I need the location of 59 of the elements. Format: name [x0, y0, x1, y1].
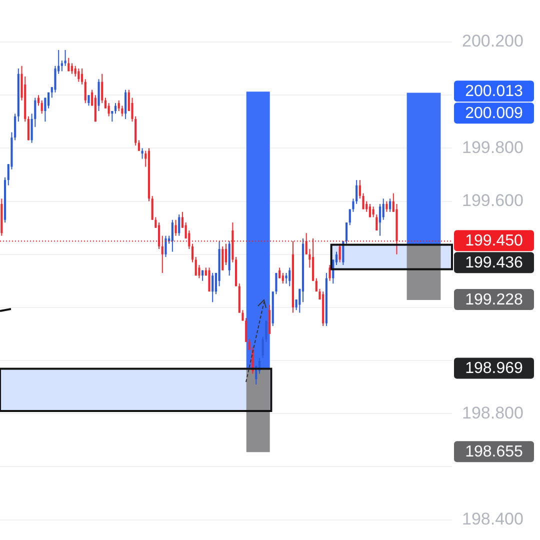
candlestick	[285, 272, 288, 284]
candlestick	[64, 49, 66, 66]
candlestick	[191, 243, 194, 263]
candlestick	[212, 272, 214, 303]
candlestick	[194, 256, 197, 276]
candlestick	[248, 338, 250, 350]
candlestick	[40, 100, 43, 114]
candlestick	[48, 92, 50, 109]
candlestick	[338, 243, 341, 263]
candlestick	[382, 198, 384, 220]
y-tick-label: 198.969	[465, 360, 524, 378]
ref-line-label: 199.450	[465, 232, 524, 250]
candlestick	[70, 62, 74, 74]
y-tick-label: 199.600	[462, 190, 524, 210]
candlestick	[282, 272, 284, 284]
candlestick	[378, 203, 382, 236]
candlestick	[60, 60, 63, 72]
candlestick	[288, 267, 291, 287]
candlestick	[345, 222, 348, 244]
candlestick	[80, 68, 84, 85]
band-label: 200.009	[465, 105, 524, 122]
candlestick	[208, 267, 210, 292]
candlestick	[368, 203, 372, 218]
candlestick	[389, 198, 392, 212]
y-tick-label: 200.013	[465, 83, 524, 100]
y-tick-label: 199.800	[462, 138, 524, 157]
candlestick	[164, 235, 167, 258]
candlestick	[98, 78, 100, 112]
candlestick	[151, 195, 154, 220]
candlestick	[376, 214, 378, 231]
candlestick	[138, 140, 140, 152]
candlestick	[94, 94, 96, 122]
candlestick	[114, 102, 117, 114]
candlestick	[111, 110, 114, 122]
candlestick	[78, 68, 80, 82]
candlestick	[222, 246, 224, 271]
y-tick-label: 200.200	[462, 32, 524, 51]
candlestick	[328, 264, 331, 282]
candlestick	[37, 94, 40, 106]
candlestick	[68, 57, 70, 72]
candlestick	[101, 73, 104, 104]
y-tick-label: 199.228	[465, 291, 524, 308]
candlestick	[141, 148, 144, 160]
y-tick-label: 198.800	[462, 403, 524, 422]
candlestick	[315, 278, 318, 292]
y-tick-label: 198.400	[462, 509, 524, 528]
candlestick	[171, 219, 174, 252]
candlestick	[88, 94, 90, 106]
candlestick	[174, 219, 177, 236]
candlestick	[84, 78, 86, 104]
y-tick-label: 198.655	[465, 444, 524, 461]
candlestick	[178, 214, 180, 236]
candlestick	[268, 304, 271, 334]
candlestick	[108, 102, 110, 117]
candlestick	[386, 200, 388, 212]
candlestick	[124, 89, 127, 120]
candlestick	[372, 206, 374, 218]
band-label: 199.436	[465, 254, 524, 272]
candlestick	[27, 116, 30, 141]
